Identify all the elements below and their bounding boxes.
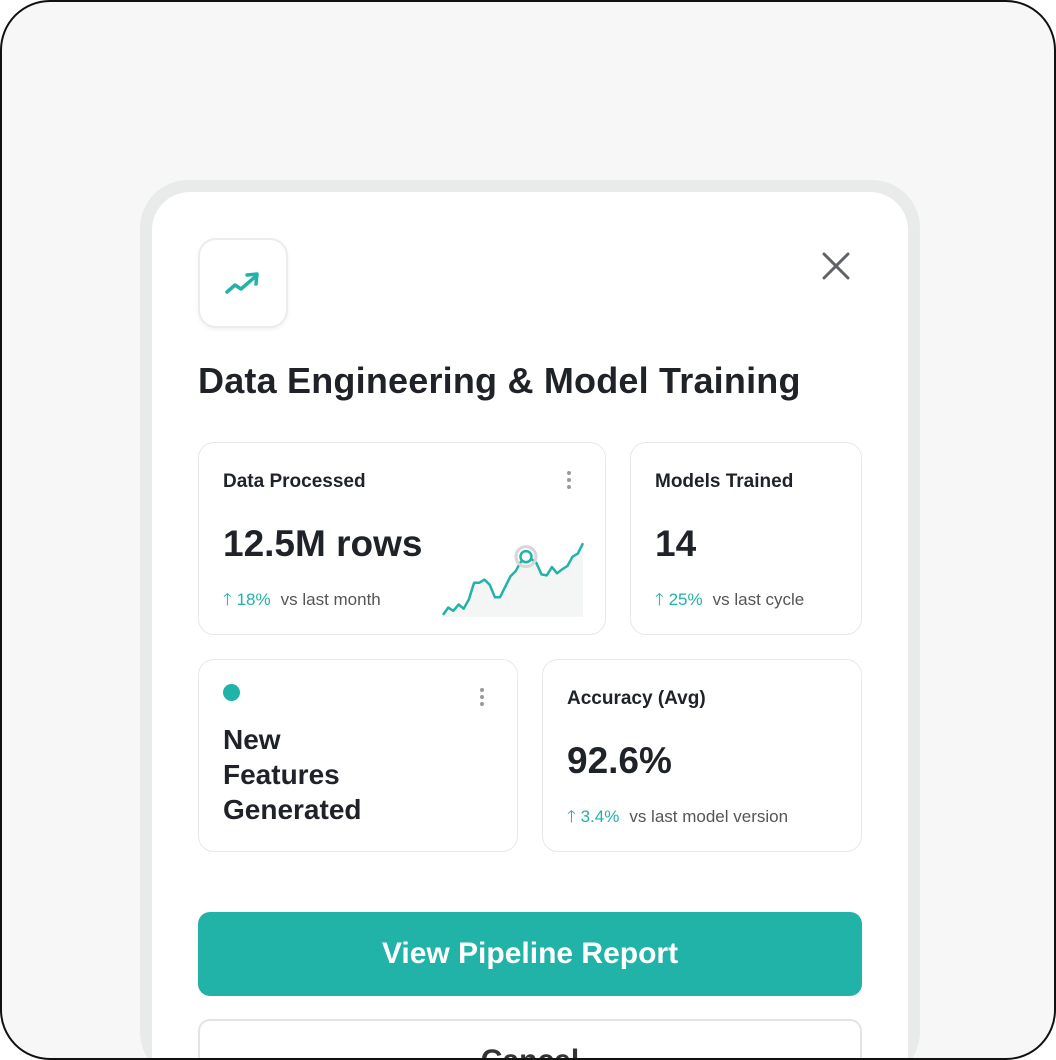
- modal-title: Data Engineering & Model Training: [198, 360, 801, 401]
- status-dot: [223, 684, 240, 701]
- card-delta: 🡑 25% vs last cycle: [655, 590, 805, 609]
- card-new-features[interactable]: New Features Generated: [198, 659, 518, 852]
- cancel-button[interactable]: Cancel: [198, 1019, 862, 1058]
- card-label: Data Processed: [223, 471, 366, 492]
- card-models-trained[interactable]: Models Trained 14 🡑 25% vs last cycle: [630, 442, 862, 635]
- arrow-up-icon: 🡑: [223, 590, 232, 609]
- sparkline-area: [443, 543, 583, 617]
- modal-dialog: Data Engineering & Model Training Data P…: [152, 192, 908, 1058]
- sparkline-line: [441, 542, 585, 616]
- card-data-processed[interactable]: Data Processed 12.5M rows 🡑 18% vs last m…: [198, 442, 606, 635]
- card-label: Accuracy (Avg): [567, 688, 706, 709]
- arrow-up-icon: 🡑: [655, 590, 664, 609]
- card-value: 12.5M rows: [223, 523, 423, 564]
- view-pipeline-report-button[interactable]: View Pipeline Report: [198, 912, 862, 996]
- card-delta: 🡑 3.4% vs last model version: [567, 807, 789, 826]
- close-icon[interactable]: [818, 248, 854, 284]
- delta-up: 🡑 18%: [223, 590, 271, 609]
- card-value: 14: [655, 523, 697, 564]
- card-label: New Features Generated: [223, 724, 362, 825]
- trending-up-icon: [225, 272, 259, 294]
- card-label: Models Trained: [655, 471, 794, 492]
- card-value: 92.6%: [567, 740, 672, 781]
- sparkline-highlight-halo: [514, 545, 538, 569]
- sparkline-highlight-point: [519, 549, 533, 564]
- card-accuracy[interactable]: Accuracy (Avg) 92.6% 🡑 3.4% vs last model…: [542, 659, 862, 852]
- more-options-icon[interactable]: [566, 471, 572, 493]
- header-icon-box: [198, 238, 288, 328]
- card-delta: 🡑 18% vs last month: [223, 590, 381, 609]
- sparkline-chart: [441, 542, 585, 617]
- more-options-icon[interactable]: [479, 688, 485, 710]
- arrow-up-icon: 🡑: [567, 807, 576, 826]
